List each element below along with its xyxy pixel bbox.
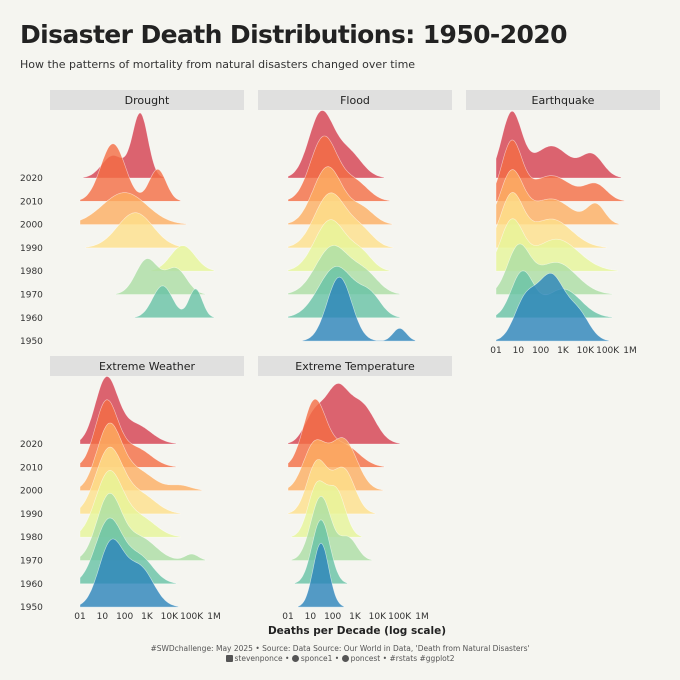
y-tick-label: 1950 [20,337,43,347]
facet-title: Drought [125,94,170,107]
ridge-2000 [495,169,620,225]
ridge-1990 [85,212,186,249]
chart-caption: #SWDchallenge: May 2025 • Source: Data S… [0,644,680,664]
ridgeline-chart: Drought 1950 1960 1970 1980 1990 2000 2010 2020 F… [20,90,660,637]
facet-title: Earthquake [532,94,595,107]
ridge-1950 [297,542,345,608]
ridge-1950 [495,273,610,342]
x-tick-label: 1M [207,612,221,622]
x-tick-label: 100K [596,346,620,356]
x-tick-label: 1M [623,346,637,356]
x-tick-label: 01 [282,612,293,622]
y-tick-label: 1990 [20,510,43,520]
facet-strip [50,356,244,376]
y-tick-label: 2010 [20,463,43,473]
chart-subtitle: How the patterns of mortality from natur… [20,58,416,71]
x-tick-label: 10K [161,612,179,622]
y-tick-label: 1980 [20,533,43,543]
x-tick-label: 1M [415,612,429,622]
y-tick-label: 2000 [20,487,43,497]
ridge-1950 [302,276,416,342]
ridge-1960 [134,285,215,319]
facet-flood: Flood [258,90,452,342]
y-tick-label: 1960 [20,314,43,324]
x-tick-label: 10K [577,346,595,356]
y-tick-label: 2010 [20,197,43,207]
ridge-1970 [115,258,206,295]
caption-credits: stevenponce • sponce1 • poncest • #rstat… [0,654,680,664]
facet-strip [50,90,244,110]
y-tick-label: 1980 [20,267,43,277]
facet-strip [258,90,452,110]
x-tick-label: 10 [513,346,525,356]
caption-source: #SWDchallenge: May 2025 • Source: Data S… [150,644,530,653]
facet-earthquake: Earthquake 01 10 100 1K 10K 100K 1M [466,90,660,356]
x-axis-title: Deaths per Decade (log scale) [268,625,446,637]
facet-strip [258,356,452,376]
facet-extreme-weather: Extreme Weather 1950 1960 1970 1980 1990 2000 2… [20,356,244,622]
y-tick-label: 1970 [20,291,43,301]
y-tick-label: 2020 [20,440,43,450]
ridge-2000 [287,166,393,225]
ridge-1990 [287,192,394,249]
ridge-1980 [287,219,390,272]
ridge-2000 [79,192,187,225]
x-tick-label: 01 [74,612,85,622]
caption-linkedin: stevenponce [234,654,283,663]
caption-bluesky: sponce1 [300,654,333,663]
facet-extreme-temperature: Extreme Temperature 01 10 100 1K 10K 100K 1M [258,356,452,622]
ridge-1950 [79,538,179,608]
y-tick-label: 1950 [20,603,43,613]
y-tick-label: 1990 [20,244,43,254]
x-tick-label: 10K [369,612,387,622]
bluesky-icon [291,655,299,662]
x-tick-label: 01 [490,346,501,356]
x-tick-label: 1K [141,612,154,622]
x-tick-label: 100 [532,346,549,356]
x-tick-label: 1K [349,612,362,622]
x-tick-label: 100K [180,612,204,622]
ridge-2020 [83,112,165,179]
y-tick-label: 1970 [20,557,43,567]
linkedin-icon [225,655,233,662]
facet-title: Extreme Weather [99,360,196,373]
x-tick-label: 10 [97,612,109,622]
facet-title: Extreme Temperature [295,360,415,373]
x-tick-label: 100 [324,612,341,622]
x-tick-label: 10 [305,612,317,622]
chart-title: Disaster Death Distributions: 1950-2020 [20,20,567,49]
caption-github: poncest [350,654,381,663]
y-tick-label: 2020 [20,174,43,184]
ridge-2010 [287,135,390,202]
facet-drought: Drought 1950 1960 1970 1980 1990 2000 2010 2020 [20,90,244,347]
facet-strip [466,90,660,110]
ridge-1980 [150,245,215,272]
ridge-2010 [79,143,181,202]
ridge-2020 [495,111,622,179]
caption-tags: #rstats #ggplot2 [389,654,455,663]
y-tick-label: 2000 [20,221,43,231]
ridge-2010 [495,139,625,202]
github-icon [341,655,349,662]
facet-title: Flood [340,94,370,107]
x-tick-label: 100K [388,612,412,622]
ridge-1970 [291,495,373,561]
y-tick-label: 1960 [20,580,43,590]
x-tick-label: 100 [116,612,133,622]
x-tick-label: 1K [557,346,570,356]
